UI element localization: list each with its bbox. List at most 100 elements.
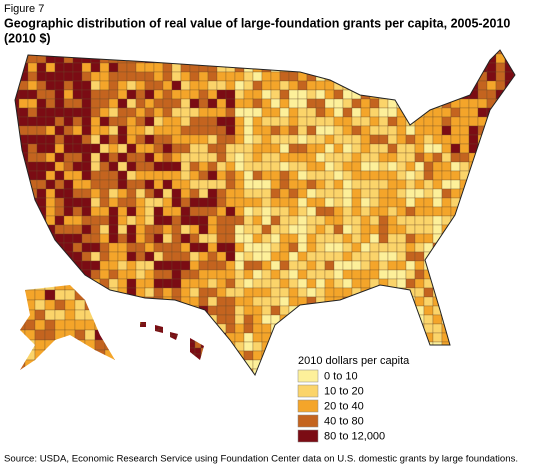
county xyxy=(207,53,218,64)
county xyxy=(135,125,146,136)
county xyxy=(15,278,20,289)
county xyxy=(144,341,155,352)
county xyxy=(324,50,335,55)
county xyxy=(513,206,515,217)
county xyxy=(459,98,470,109)
county xyxy=(378,278,389,289)
county xyxy=(351,206,362,217)
county xyxy=(81,350,92,361)
county xyxy=(189,287,200,298)
county xyxy=(387,305,398,316)
county xyxy=(171,170,182,181)
county xyxy=(261,134,272,145)
county xyxy=(234,323,245,334)
county xyxy=(486,359,497,370)
county xyxy=(153,269,164,280)
county xyxy=(189,98,200,109)
county xyxy=(432,50,443,55)
county xyxy=(162,98,173,109)
county xyxy=(378,269,389,280)
county xyxy=(333,305,344,316)
county xyxy=(117,359,128,370)
county xyxy=(207,143,218,154)
county xyxy=(378,50,389,55)
county xyxy=(189,215,200,226)
county xyxy=(495,260,506,271)
county xyxy=(396,53,407,64)
county xyxy=(297,206,308,217)
county xyxy=(216,350,227,361)
county xyxy=(504,98,515,109)
county xyxy=(306,215,317,226)
county xyxy=(468,170,479,181)
county xyxy=(94,319,106,331)
county xyxy=(153,98,164,109)
county xyxy=(342,305,353,316)
county xyxy=(342,125,353,136)
county xyxy=(288,188,299,199)
county xyxy=(487,378,496,387)
county xyxy=(45,71,56,82)
county xyxy=(243,305,254,316)
county xyxy=(297,125,308,136)
county xyxy=(225,134,236,145)
county xyxy=(104,369,115,370)
county xyxy=(432,179,443,190)
county xyxy=(441,260,452,271)
county xyxy=(216,125,227,136)
county xyxy=(513,233,515,244)
county xyxy=(225,179,236,190)
county xyxy=(234,125,245,136)
county xyxy=(225,368,236,375)
county xyxy=(84,359,96,370)
county xyxy=(234,296,245,307)
county xyxy=(64,299,76,311)
county xyxy=(34,349,46,361)
county xyxy=(486,305,497,316)
county xyxy=(126,350,137,361)
county xyxy=(279,161,290,172)
county xyxy=(99,224,110,235)
county xyxy=(117,296,128,307)
county xyxy=(72,242,83,253)
county xyxy=(153,251,164,262)
county xyxy=(423,350,434,361)
county xyxy=(450,224,461,235)
county xyxy=(54,341,65,352)
county xyxy=(297,233,308,244)
county xyxy=(135,50,146,55)
county xyxy=(216,179,227,190)
county xyxy=(495,278,506,289)
county xyxy=(360,296,371,307)
county xyxy=(432,53,443,64)
county xyxy=(378,161,389,172)
county xyxy=(36,98,47,109)
county xyxy=(261,350,272,361)
county xyxy=(405,215,416,226)
county xyxy=(135,368,146,375)
county xyxy=(144,314,155,325)
county xyxy=(333,296,344,307)
county xyxy=(15,143,20,154)
county xyxy=(54,289,66,301)
county xyxy=(279,98,290,109)
county xyxy=(513,53,515,64)
county xyxy=(387,53,398,64)
county xyxy=(117,98,128,109)
county xyxy=(189,296,200,307)
county xyxy=(378,287,389,298)
county xyxy=(18,215,29,226)
county xyxy=(288,50,299,55)
county xyxy=(189,323,200,334)
county xyxy=(189,170,200,181)
county xyxy=(351,260,362,271)
county xyxy=(414,179,425,190)
county xyxy=(74,285,86,291)
county xyxy=(207,152,218,163)
county xyxy=(144,80,155,91)
county xyxy=(126,89,137,100)
county xyxy=(369,260,380,271)
county xyxy=(315,242,326,253)
county xyxy=(243,314,254,325)
county xyxy=(99,287,110,298)
